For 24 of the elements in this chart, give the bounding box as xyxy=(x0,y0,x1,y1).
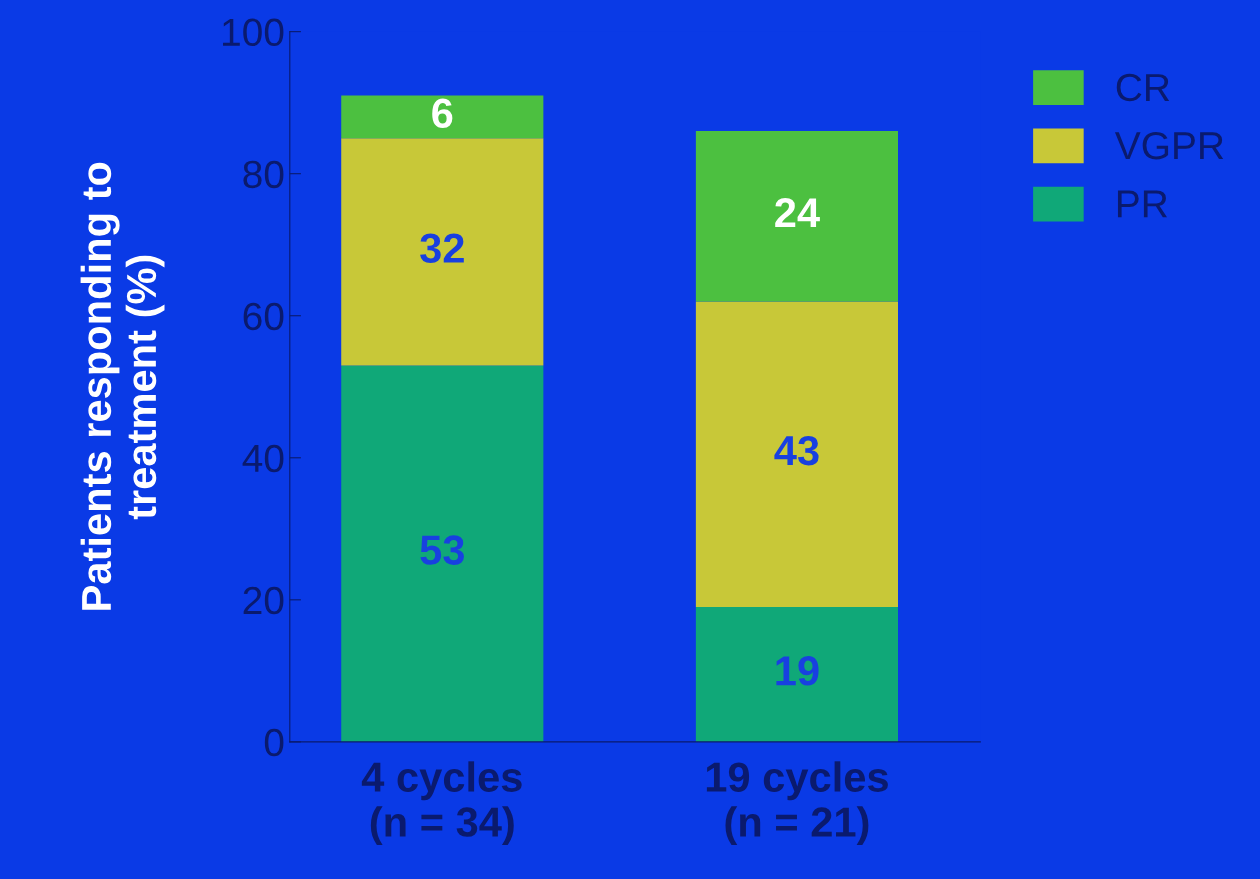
y-tick-label: 60 xyxy=(243,302,284,331)
bar xyxy=(341,138,544,366)
data-label: 53 xyxy=(420,535,464,565)
data-label: 19 xyxy=(776,656,819,686)
x-tick-label: 4 cycles (n = 34) xyxy=(361,761,522,846)
bar xyxy=(695,131,898,302)
data-label: 32 xyxy=(420,233,464,264)
bar xyxy=(695,606,898,742)
y-tick-label: 0 xyxy=(264,728,284,757)
x-tick-label: 19 cycles (n = 21) xyxy=(706,761,888,846)
bar xyxy=(695,301,898,607)
data-label: 24 xyxy=(775,197,820,228)
y-tick-label: 80 xyxy=(243,160,284,189)
y-tick-label: 100 xyxy=(223,18,284,47)
y-tick-label: 20 xyxy=(243,586,284,615)
bar xyxy=(341,365,544,742)
y-axis-title: Patients responding to treatment (%) xyxy=(80,162,165,610)
data-label: 6 xyxy=(432,98,453,129)
data-label: 43 xyxy=(774,435,819,466)
legend-label: PR xyxy=(1117,190,1168,218)
y-tick-label: 40 xyxy=(242,444,284,473)
legend-label: CR xyxy=(1116,73,1170,102)
bar xyxy=(341,95,544,139)
legend-label: VGPR xyxy=(1114,131,1224,160)
